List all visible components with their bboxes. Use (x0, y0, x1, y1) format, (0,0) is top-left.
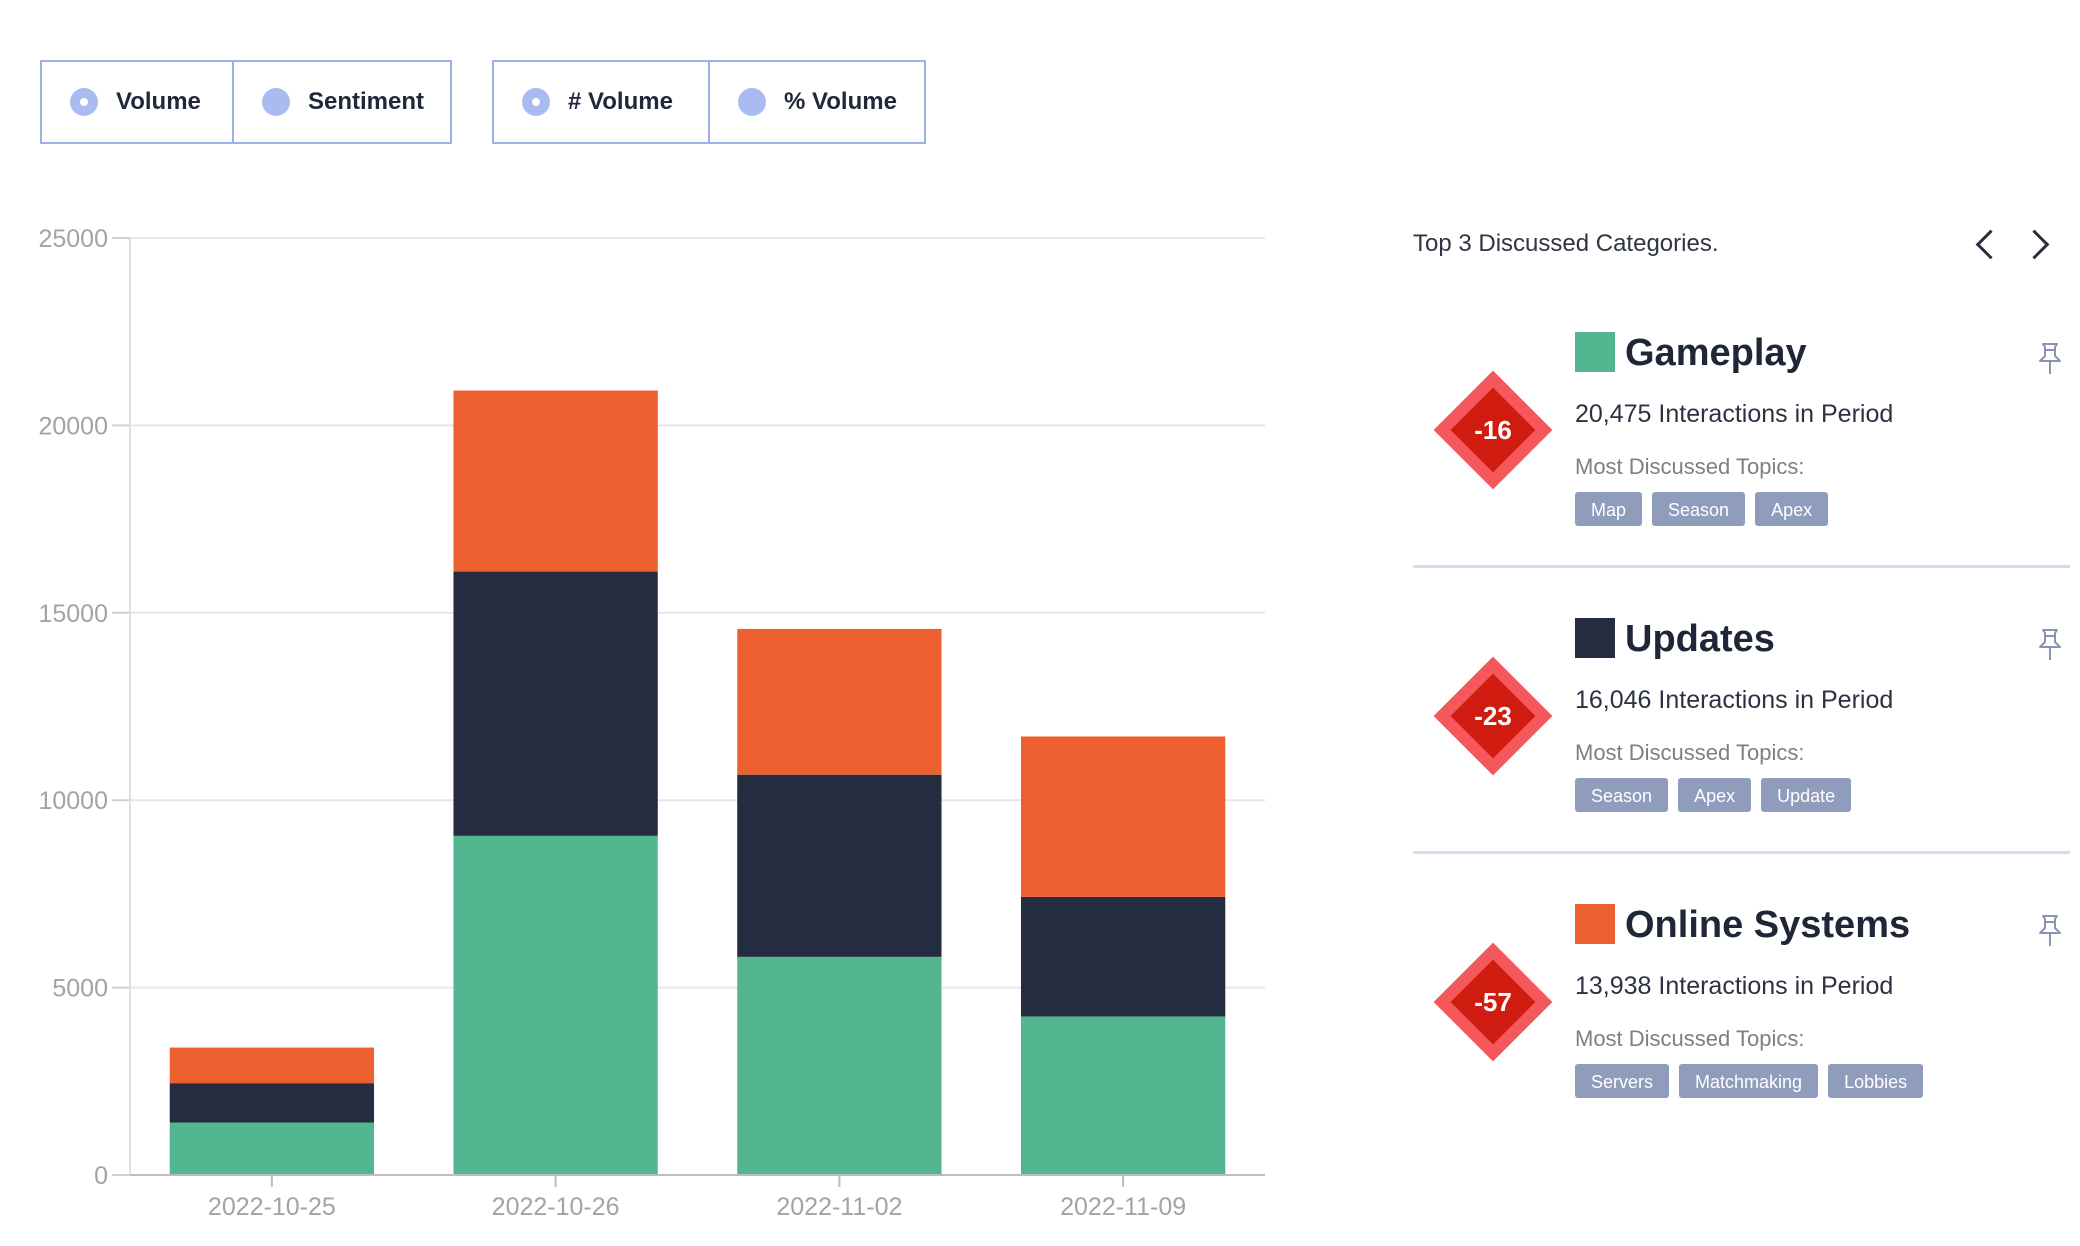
topic-tag[interactable]: Update (1761, 778, 1852, 812)
volume-mode-toggle-group: # Volume % Volume (492, 60, 926, 144)
chevron-right-icon[interactable] (2019, 229, 2050, 260)
topic-tag[interactable]: Apex (1755, 492, 1829, 526)
interactions-count: 16,046 Interactions in Period (1575, 686, 1894, 714)
category-card[interactable]: -16 Gameplay 20,475 Interactions in Period… (1413, 312, 2073, 598)
bar-segment-updates[interactable] (169, 1083, 375, 1123)
bar-segment-updates[interactable] (453, 571, 658, 836)
category-color-swatch (1575, 904, 1615, 944)
topic-tags: Season Apex Update (1575, 778, 1861, 812)
y-tick-label: 0 (94, 1162, 108, 1190)
bar-segment-gameplay[interactable] (1020, 1016, 1226, 1175)
pin-icon[interactable] (2038, 914, 2062, 948)
category-card[interactable]: -23 Updates 16,046 Interactions in Period M… (1413, 598, 2073, 884)
topic-tag[interactable]: Season (1652, 492, 1746, 526)
interactions-count: 13,938 Interactions in Period (1575, 972, 1894, 1000)
metric-toggle-group: Volume Sentiment (40, 60, 452, 144)
topic-tag[interactable]: Lobbies (1828, 1064, 1924, 1098)
y-tick-label: 20000 (38, 412, 108, 440)
topic-tag[interactable]: Apex (1678, 778, 1752, 812)
bar-segment-gameplay[interactable] (737, 956, 942, 1175)
topic-tag[interactable]: Servers (1575, 1064, 1670, 1098)
category-name: Gameplay (1625, 332, 1807, 374)
category-color-swatch (1575, 332, 1615, 372)
percent-volume-toggle[interactable]: % Volume (708, 62, 924, 142)
bar-segment-online-systems[interactable] (169, 1047, 375, 1084)
volume-toggle-label: Volume (116, 88, 201, 115)
pin-icon[interactable] (2038, 628, 2062, 662)
category-name: Updates (1625, 618, 1775, 660)
topics-label: Most Discussed Topics: (1575, 1026, 1805, 1051)
topic-tag[interactable]: Matchmaking (1679, 1064, 1819, 1098)
x-tick-label: 2022-10-25 (208, 1193, 336, 1221)
panel-title: Top 3 Discussed Categories. (1413, 230, 1719, 257)
sentiment-toggle-label: Sentiment (307, 88, 424, 115)
sentiment-score: -57 (1474, 986, 1512, 1017)
x-tick-label: 2022-11-02 (776, 1193, 902, 1221)
radio-selected-icon (522, 88, 550, 116)
bar-segment-online-systems[interactable] (453, 390, 658, 572)
category-name: Online Systems (1625, 904, 1911, 946)
count-volume-toggle-label: # Volume (568, 88, 673, 115)
topic-tag[interactable]: Season (1575, 778, 1669, 812)
bar-segment-updates[interactable] (737, 774, 942, 957)
x-tick-label: 2022-10-26 (492, 1193, 620, 1221)
radio-selected-icon (70, 88, 98, 116)
y-tick-label: 15000 (38, 600, 108, 628)
bar-segment-gameplay[interactable] (169, 1122, 375, 1175)
topic-tags: Map Season Apex (1575, 492, 1838, 526)
sentiment-score: -23 (1474, 700, 1512, 731)
sentiment-score-diamond: -16 (1433, 370, 1553, 490)
radio-unselected-icon (738, 88, 766, 116)
topics-label: Most Discussed Topics: (1575, 740, 1805, 765)
card-divider (1413, 851, 2070, 854)
volume-toggle[interactable]: Volume (42, 62, 232, 142)
sentiment-score: -16 (1474, 414, 1512, 445)
sentiment-toggle[interactable]: Sentiment (231, 62, 450, 142)
card-divider (1413, 565, 2070, 568)
interactions-count: 20,475 Interactions in Period (1575, 400, 1894, 428)
category-color-swatch (1575, 618, 1615, 658)
y-tick-label: 5000 (52, 975, 108, 1003)
y-tick-label: 10000 (38, 787, 108, 815)
bar-segment-gameplay[interactable] (453, 835, 658, 1175)
radio-unselected-icon (261, 88, 290, 116)
chart-bars (169, 390, 1226, 1175)
sentiment-score-diamond: -23 (1433, 656, 1553, 776)
bar-segment-updates[interactable] (1020, 896, 1226, 1017)
y-tick-label: 25000 (38, 225, 108, 253)
topic-tags: Servers Matchmaking Lobbies (1575, 1064, 1933, 1098)
x-tick-label: 2022-11-09 (1060, 1193, 1186, 1221)
chevron-left-icon[interactable] (1975, 229, 2006, 260)
category-card[interactable]: -57 Online Systems 13,938 Interactions in … (1413, 884, 2073, 1170)
pin-icon[interactable] (2038, 342, 2062, 376)
chart-axes: 0 5000 10000 15000 20000 25000 2022-10-25 2022-… (38, 225, 1265, 1221)
stacked-bar-chart: 0 5000 10000 15000 20000 25000 2022-10-25 2022-… (38, 225, 1265, 1221)
topics-label: Most Discussed Topics: (1575, 454, 1805, 479)
percent-volume-toggle-label: % Volume (784, 88, 897, 115)
sentiment-score-diamond: -57 (1433, 942, 1553, 1062)
bar-segment-online-systems[interactable] (1020, 736, 1226, 897)
count-volume-toggle[interactable]: # Volume (494, 62, 708, 142)
topic-tag[interactable]: Map (1575, 492, 1643, 526)
bar-segment-online-systems[interactable] (737, 628, 942, 775)
